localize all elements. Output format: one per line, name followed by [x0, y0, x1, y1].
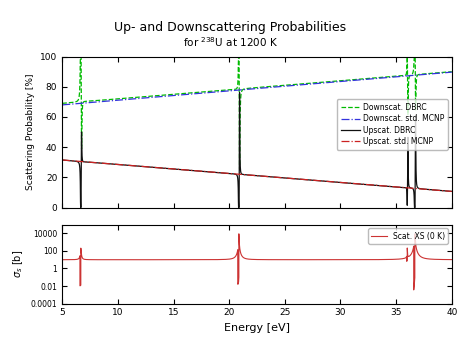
Downscat. DBRC [59, 101, 65, 105]
Upscat. std. MCNP [449, 189, 455, 193]
Upscat. DBRC [349, 181, 354, 185]
Downscat. DBRC [209, 89, 214, 93]
Scat. XS (0 K) [449, 258, 455, 262]
Upscat. DBRC [271, 175, 277, 179]
Upscat. DBRC [59, 158, 65, 162]
Line: Upscat. std. MCNP: Upscat. std. MCNP [62, 160, 452, 191]
Legend: Scat. XS (0 K): Scat. XS (0 K) [368, 228, 448, 244]
Text: for $^{238}$U at 1200 K: for $^{238}$U at 1200 K [183, 35, 278, 49]
Downscat. DBRC [349, 78, 354, 82]
Y-axis label: $\sigma_s$ [b]: $\sigma_s$ [b] [12, 250, 25, 278]
Upscat. std. MCNP [209, 170, 214, 174]
Line: Downscat. DBRC: Downscat. DBRC [62, 57, 452, 169]
Upscat. DBRC [209, 170, 214, 174]
Scat. XS (0 K) [209, 258, 214, 262]
Legend: Downscat. DBRC, Downscat. std. MCNP, Upscat. DBRC, Upscat. std. MCNP: Downscat. DBRC, Downscat. std. MCNP, Ups… [337, 99, 448, 150]
Downscat. std. MCNP [294, 83, 300, 87]
Downscat. DBRC [86, 99, 91, 103]
Downscat. DBRC [153, 94, 159, 98]
Upscat. std. MCNP [153, 165, 159, 169]
Scat. XS (0 K) [271, 258, 276, 262]
Scat. XS (0 K) [59, 258, 65, 262]
Downscat. DBRC [449, 70, 455, 74]
Upscat. DBRC [237, 91, 242, 95]
Downscat. std. MCNP [59, 103, 65, 107]
Y-axis label: Scattering Probability [%]: Scattering Probability [%] [25, 74, 35, 190]
Downscat. DBRC [237, 167, 242, 171]
Upscat. std. MCNP [59, 158, 65, 162]
Upscat. std. MCNP [271, 175, 276, 179]
Scat. XS (0 K) [411, 288, 416, 292]
Scat. XS (0 K) [349, 258, 354, 262]
Downscat. DBRC [271, 84, 277, 88]
Line: Upscat. DBRC: Upscat. DBRC [62, 93, 452, 208]
Line: Downscat. std. MCNP: Downscat. std. MCNP [62, 72, 452, 105]
Upscat. DBRC [294, 177, 300, 181]
Upscat. std. MCNP [86, 160, 91, 164]
Downscat. DBRC [77, 55, 83, 59]
Upscat. DBRC [153, 165, 159, 169]
Downscat. DBRC [294, 82, 300, 86]
Upscat. DBRC [78, 205, 83, 210]
Scat. XS (0 K) [412, 232, 418, 236]
Scat. XS (0 K) [294, 258, 300, 262]
Downscat. std. MCNP [349, 79, 354, 83]
X-axis label: Energy [eV]: Energy [eV] [224, 323, 290, 333]
Upscat. std. MCNP [294, 177, 300, 181]
Upscat. std. MCNP [349, 181, 354, 185]
Scat. XS (0 K) [153, 258, 159, 262]
Downscat. std. MCNP [86, 100, 91, 105]
Scat. XS (0 K) [86, 258, 91, 262]
Downscat. std. MCNP [271, 85, 276, 89]
Downscat. std. MCNP [209, 90, 214, 94]
Upscat. DBRC [449, 189, 455, 193]
Line: Scat. XS (0 K): Scat. XS (0 K) [62, 234, 452, 290]
Upscat. DBRC [86, 160, 91, 164]
Text: Up- and Downscattering Probabilities: Up- and Downscattering Probabilities [114, 21, 347, 34]
Downscat. std. MCNP [449, 70, 455, 74]
Downscat. std. MCNP [153, 95, 159, 99]
